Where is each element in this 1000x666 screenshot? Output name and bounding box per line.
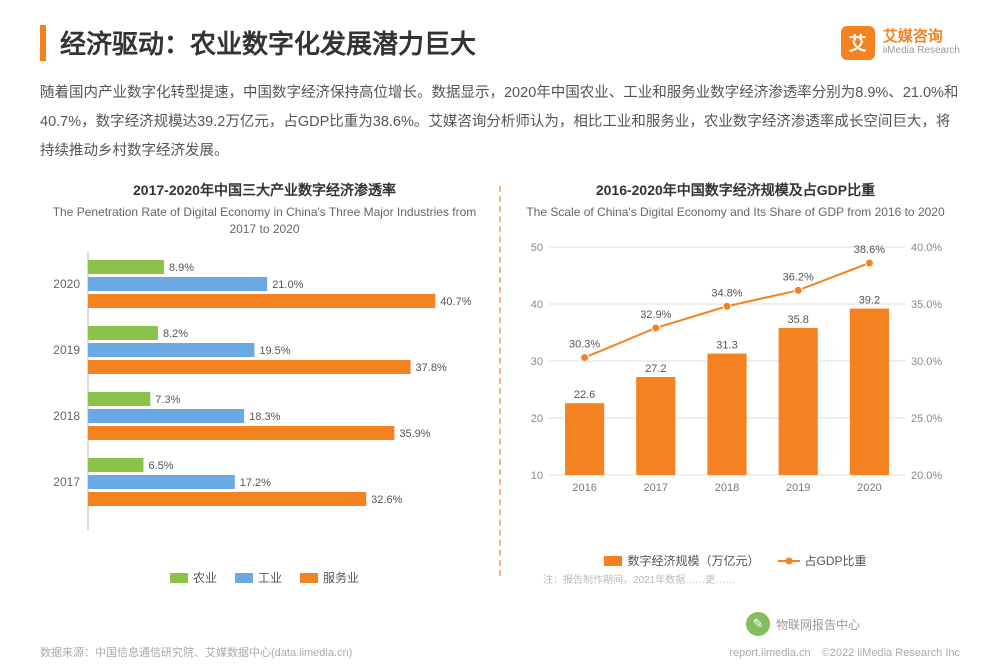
svg-text:2017: 2017 (644, 482, 668, 494)
svg-text:18.3%: 18.3% (249, 411, 280, 423)
svg-text:31.3: 31.3 (716, 339, 737, 351)
right-chart-title-cn: 2016-2020年中国数字经济规模及占GDP比重 (513, 180, 958, 200)
left-chart-col: 2017-2020年中国三大产业数字经济渗透率 The Penetration … (30, 176, 499, 586)
svg-text:35.0%: 35.0% (911, 299, 942, 311)
svg-text:38.6%: 38.6% (854, 244, 885, 256)
logo-cn: 艾媒咨询 (883, 29, 960, 46)
page-title: 经济驱动：农业数字化发展潜力巨大 (60, 24, 841, 61)
svg-text:7.3%: 7.3% (155, 394, 180, 406)
footer-left: 数据来源：中国信息通信研究院、艾媒数据中心(data.iimedia.cn) (40, 644, 352, 660)
svg-text:35.9%: 35.9% (399, 428, 430, 440)
svg-text:2019: 2019 (786, 482, 810, 494)
svg-text:8.2%: 8.2% (163, 328, 188, 340)
svg-text:40.0%: 40.0% (911, 242, 942, 254)
svg-text:36.2%: 36.2% (783, 271, 814, 283)
footer-right: report.iimedia.cn ©2022 iiMedia Research… (729, 644, 960, 660)
svg-text:30: 30 (531, 356, 543, 368)
svg-text:2017: 2017 (53, 475, 80, 489)
left-chart-title-cn: 2017-2020年中国三大产业数字经济渗透率 (42, 180, 487, 200)
svg-text:17.2%: 17.2% (240, 477, 271, 489)
svg-text:22.6: 22.6 (574, 389, 595, 401)
watermark-text: 物联网报告中心 (776, 616, 860, 633)
svg-text:21.0%: 21.0% (272, 279, 303, 291)
svg-text:20.0%: 20.0% (911, 470, 942, 482)
brand-logo: 艾 艾媒咨询 iiMedia Research (841, 26, 960, 60)
svg-text:35.8: 35.8 (787, 314, 808, 326)
watermark-icon: ✎ (746, 612, 770, 636)
svg-text:2018: 2018 (715, 482, 739, 494)
svg-text:27.2: 27.2 (645, 363, 666, 375)
right-chart-legend: 数字经济规模（万亿元）占GDP比重 (513, 552, 958, 569)
svg-text:2016: 2016 (572, 482, 596, 494)
svg-text:34.8%: 34.8% (711, 287, 742, 299)
logo-en: iiMedia Research (883, 45, 960, 56)
svg-text:2019: 2019 (53, 343, 80, 357)
left-chart-legend: 农业工业服务业 (42, 569, 487, 586)
svg-text:30.0%: 30.0% (911, 356, 942, 368)
svg-text:40: 40 (531, 299, 543, 311)
svg-text:2018: 2018 (53, 409, 80, 423)
right-chart-svg: 10 20 30 40 50 20.0% 25.0% 30.0% 35.0% 40.0% 22.6 2… (513, 229, 953, 499)
svg-text:10: 10 (531, 470, 543, 482)
svg-text:32.9%: 32.9% (640, 309, 671, 321)
logo-icon: 艾 (841, 26, 875, 60)
svg-text:30.3%: 30.3% (569, 338, 600, 350)
svg-text:32.6%: 32.6% (371, 494, 402, 506)
svg-text:50: 50 (531, 242, 543, 254)
right-chart-title-en: The Scale of China's Digital Economy and… (513, 204, 958, 221)
svg-text:37.8%: 37.8% (416, 362, 447, 374)
right-chart-note: 注：报告制作期间，2021年数据……更…… (513, 571, 958, 586)
svg-text:19.5%: 19.5% (259, 345, 290, 357)
right-chart-col: 2016-2020年中国数字经济规模及占GDP比重 The Scale of C… (501, 176, 970, 586)
svg-text:6.5%: 6.5% (148, 460, 173, 472)
svg-text:8.9%: 8.9% (169, 262, 194, 274)
svg-text:25.0%: 25.0% (911, 413, 942, 425)
accent-bar (40, 25, 46, 61)
left-chart-svg: 8.9% 21.0% 40.7% 2020 8.2% 19.5% 37.8% 2019 7.3%… (42, 246, 482, 536)
svg-text:39.2: 39.2 (859, 294, 880, 306)
svg-text:2020: 2020 (53, 277, 80, 291)
svg-text:40.7%: 40.7% (440, 296, 471, 308)
svg-text:2020: 2020 (857, 482, 881, 494)
svg-text:20: 20 (531, 413, 543, 425)
watermark: ✎ 物联网报告中心 (746, 612, 860, 636)
description-text: 随着国内产业数字化转型提速，中国数字经济保持高位增长。数据显示，2020年中国农… (0, 73, 1000, 176)
left-chart-title-en: The Penetration Rate of Digital Economy … (42, 204, 487, 238)
